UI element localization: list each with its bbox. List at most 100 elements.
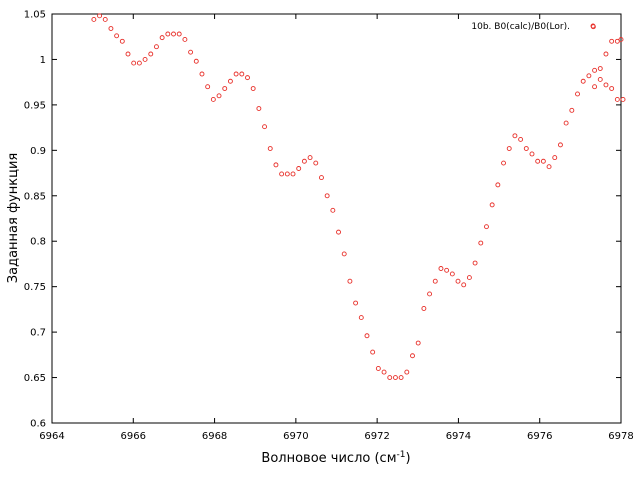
data-point <box>597 66 603 71</box>
data-point <box>432 278 438 284</box>
data-point <box>341 251 347 257</box>
data-point <box>216 93 222 99</box>
y-tick-label: 0.9 <box>30 146 46 157</box>
x-tick-label: 6964 <box>39 431 64 442</box>
data-point <box>609 86 615 91</box>
data-point <box>358 315 364 321</box>
data-point <box>233 71 239 77</box>
plot-frame <box>51 13 622 424</box>
data-point <box>489 202 495 208</box>
data-point <box>563 120 569 126</box>
data-point <box>370 349 376 355</box>
data-point <box>313 160 319 166</box>
data-point <box>444 267 450 273</box>
data-point <box>182 37 188 42</box>
data-point <box>296 166 302 171</box>
x-axis: 6964 6966 6968 6970 6972 6974 6976 6978 <box>39 14 634 442</box>
data-point <box>205 84 211 90</box>
data-point <box>97 13 103 19</box>
data-point <box>392 375 398 381</box>
y-tick-label: 0.6 <box>30 419 46 430</box>
data-point <box>592 67 598 73</box>
y-tick-label: 1 <box>40 55 46 66</box>
data-point <box>592 84 598 90</box>
data-point <box>438 266 444 271</box>
x-tick-label: 6972 <box>364 431 389 442</box>
data-point <box>381 369 387 375</box>
y-axis-title: Заданная функция <box>6 153 21 283</box>
data-point <box>603 51 609 57</box>
data-point <box>552 155 558 161</box>
x-tick-label: 6976 <box>527 431 552 442</box>
data-point <box>239 71 245 77</box>
data-point <box>618 37 624 42</box>
data-point <box>279 171 285 177</box>
data-point <box>540 158 546 164</box>
data-point <box>353 300 359 306</box>
y-tick-label: 0.7 <box>30 328 46 339</box>
data-point <box>250 86 256 91</box>
data-point <box>273 162 279 168</box>
data-point <box>614 38 620 44</box>
data-point <box>557 142 563 148</box>
data-point <box>609 38 615 44</box>
data-point <box>307 155 313 161</box>
data-point <box>501 160 506 166</box>
data-point <box>324 193 330 199</box>
data-point <box>176 31 182 37</box>
data-point <box>495 182 501 188</box>
data-point <box>262 124 268 130</box>
data-point <box>410 353 415 359</box>
y-tick-label: 0.65 <box>24 373 46 384</box>
y-tick-label: 0.95 <box>24 100 46 111</box>
data-point <box>188 49 194 55</box>
data-point <box>506 146 512 151</box>
y-tick-label: 0.85 <box>24 191 46 202</box>
data-point <box>153 44 159 50</box>
y-tick-label: 0.8 <box>30 237 46 248</box>
data-point <box>256 106 262 111</box>
data-point <box>108 26 114 31</box>
x-tick-label: 6968 <box>202 431 227 442</box>
data-point <box>245 75 250 81</box>
data-point <box>330 207 336 213</box>
data-point <box>267 146 273 151</box>
data-point <box>523 146 529 151</box>
x-tick-label: 6966 <box>121 431 146 442</box>
legend-marker <box>590 23 596 29</box>
data-point <box>529 151 535 157</box>
x-tick-label: 6974 <box>446 431 471 442</box>
data-point <box>466 275 472 281</box>
data-point <box>597 76 603 82</box>
data-point <box>569 107 575 113</box>
data-point <box>461 282 467 288</box>
data-point <box>535 158 541 164</box>
data-point <box>347 278 353 284</box>
data-point <box>364 333 370 339</box>
data-point <box>159 35 165 41</box>
data-point <box>165 31 171 37</box>
data-point <box>415 340 421 346</box>
data-point <box>227 78 233 84</box>
data-point <box>455 278 461 284</box>
data-point <box>484 224 489 230</box>
data-point <box>404 369 410 375</box>
data-point <box>603 82 609 88</box>
x-tick-label: 6978 <box>608 431 633 442</box>
data-point <box>119 38 125 44</box>
data-point <box>512 133 518 139</box>
data-point <box>319 175 324 181</box>
data-point <box>102 17 108 22</box>
data-point <box>580 78 586 84</box>
data-point <box>284 171 290 177</box>
data-point <box>142 56 148 62</box>
data-point <box>336 229 341 235</box>
data-point <box>171 31 176 37</box>
data-point <box>586 73 592 79</box>
data-point <box>222 86 228 91</box>
legend-label: 10b. B0(calc)/B0(Lor). <box>471 22 570 32</box>
data-point <box>91 17 97 22</box>
data-point <box>398 375 404 381</box>
data-point <box>478 240 484 246</box>
